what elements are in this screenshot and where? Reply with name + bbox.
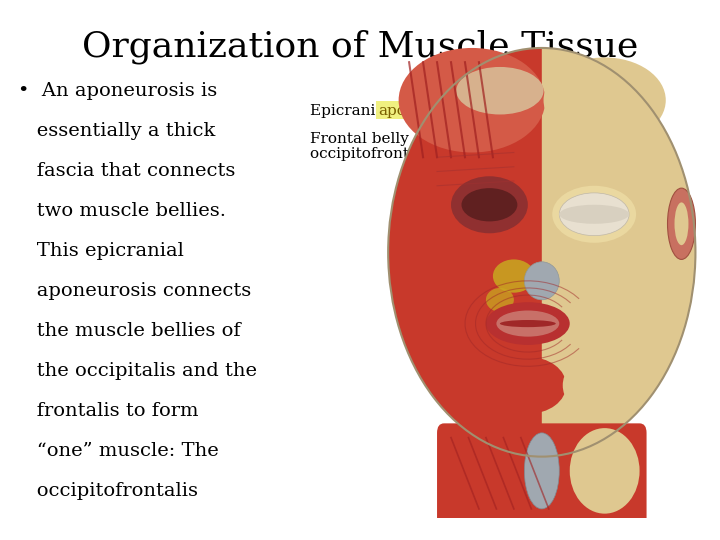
Text: two muscle bellies.: two muscle bellies. [18, 202, 226, 220]
Text: essentially a thick: essentially a thick [18, 122, 215, 140]
Text: “one” muscle: The: “one” muscle: The [18, 442, 219, 460]
Text: the muscle bellies of: the muscle bellies of [18, 322, 240, 340]
Ellipse shape [462, 188, 518, 221]
Ellipse shape [490, 357, 566, 414]
Text: the occipitalis and the: the occipitalis and the [18, 362, 257, 380]
Text: occipitofrontalis: occipitofrontalis [18, 482, 198, 500]
Ellipse shape [486, 288, 514, 312]
Ellipse shape [563, 362, 605, 409]
Ellipse shape [456, 67, 544, 114]
Text: frontalis to form: frontalis to form [18, 402, 199, 420]
Ellipse shape [559, 205, 629, 224]
Ellipse shape [544, 57, 666, 143]
Text: aponeurosis connects: aponeurosis connects [18, 282, 251, 300]
Ellipse shape [388, 48, 696, 457]
Ellipse shape [570, 428, 639, 514]
Ellipse shape [559, 193, 629, 235]
Text: Frontal belly of the: Frontal belly of the [310, 132, 459, 146]
FancyBboxPatch shape [437, 423, 647, 528]
Text: fascia that connects: fascia that connects [18, 162, 235, 180]
Ellipse shape [493, 259, 535, 293]
Text: Epicranial: Epicranial [310, 104, 394, 118]
Ellipse shape [500, 320, 556, 327]
Text: •  An aponeurosis is: • An aponeurosis is [18, 82, 217, 100]
Text: Organization of Muscle Tissue: Organization of Muscle Tissue [82, 30, 638, 64]
Ellipse shape [524, 262, 559, 300]
Ellipse shape [552, 186, 636, 243]
Ellipse shape [486, 302, 570, 345]
Text: This epicranial: This epicranial [18, 242, 184, 260]
Ellipse shape [399, 48, 545, 152]
Polygon shape [388, 48, 541, 457]
Ellipse shape [524, 433, 559, 509]
Ellipse shape [675, 202, 688, 245]
Text: aponeurosis: aponeurosis [378, 104, 472, 118]
Ellipse shape [496, 310, 559, 336]
Ellipse shape [667, 188, 696, 259]
Text: occipitofrontalis m.: occipitofrontalis m. [310, 147, 459, 161]
FancyBboxPatch shape [376, 101, 449, 119]
Ellipse shape [451, 176, 528, 233]
